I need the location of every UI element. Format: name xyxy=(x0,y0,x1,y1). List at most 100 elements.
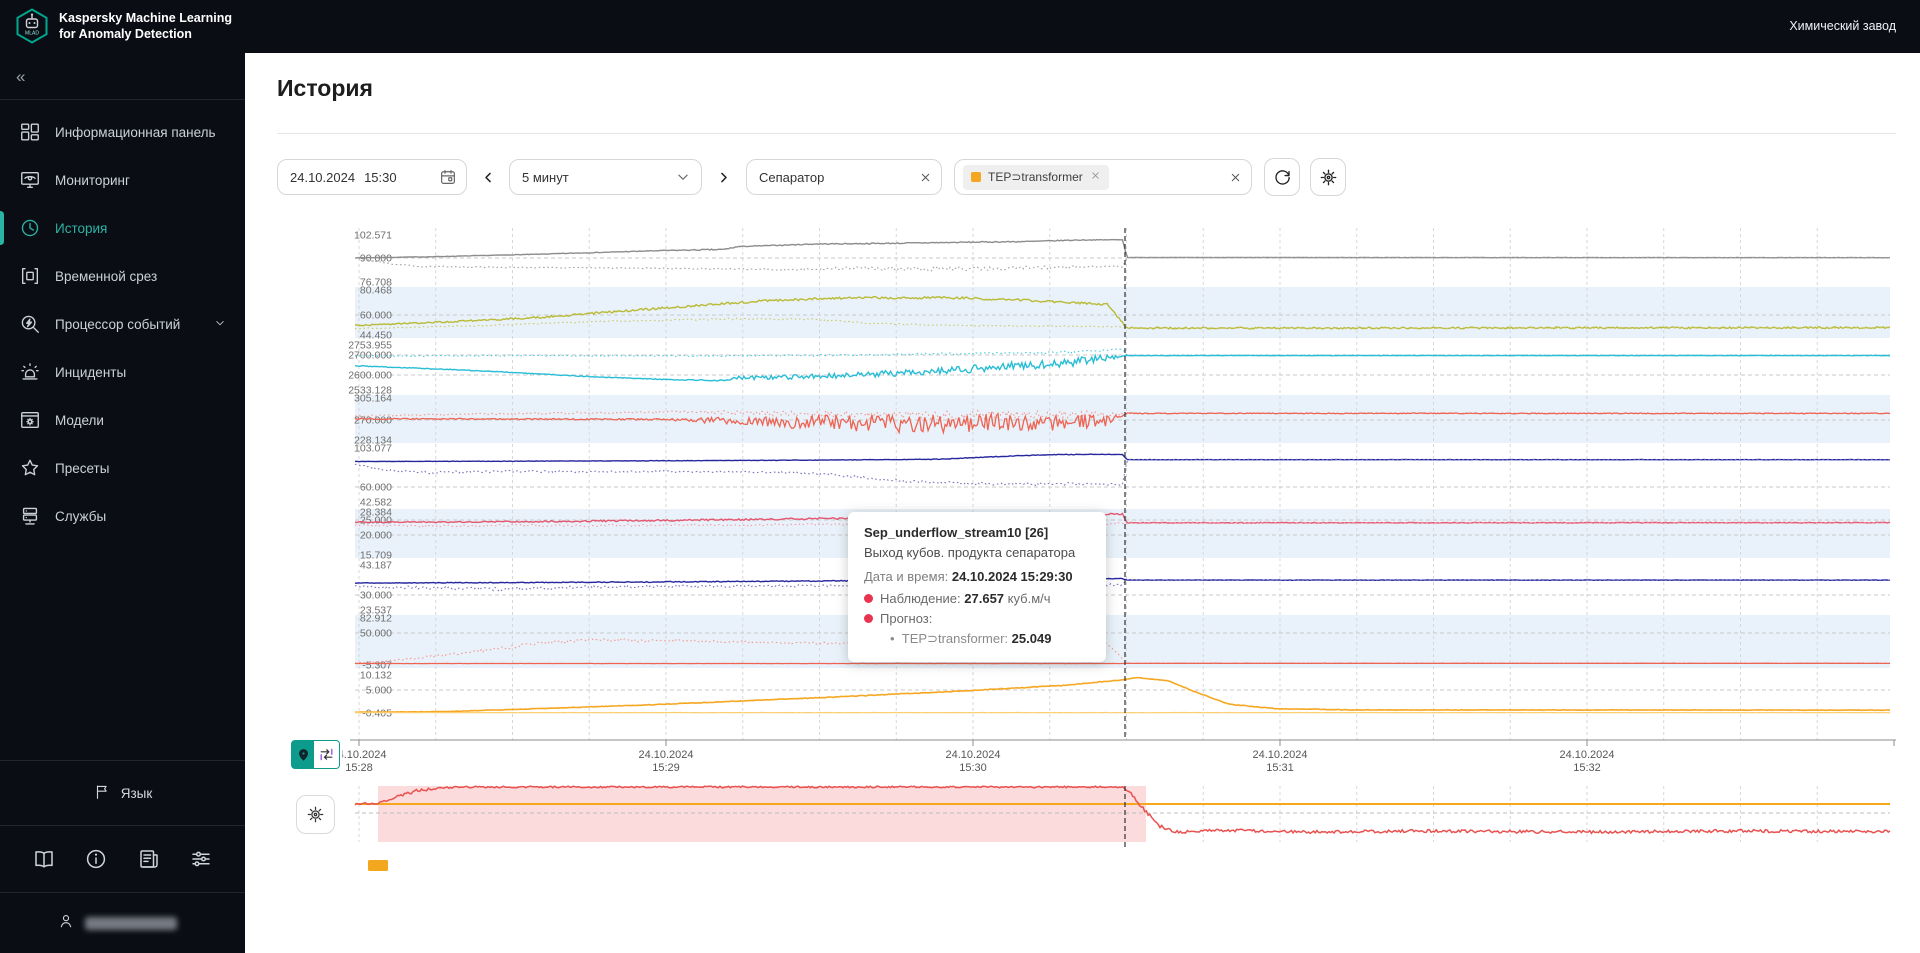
tooltip-datetime: Дата и время: 24.10.2024 15:29:30 xyxy=(864,569,1073,584)
chart-settings-button[interactable] xyxy=(1310,158,1346,196)
anomaly-settings-button[interactable] xyxy=(296,795,335,834)
incidents-icon xyxy=(19,361,41,383)
sidebar-item-label: Временной срез xyxy=(55,268,158,284)
y-tick-label: 10.132 xyxy=(360,670,392,682)
lane-band-7 xyxy=(355,615,1890,668)
chevron-down-icon xyxy=(213,316,227,333)
clear-equipment-icon[interactable] xyxy=(919,171,932,184)
scroll-to-cursor-icon[interactable] xyxy=(314,741,339,768)
monitoring-icon xyxy=(19,169,41,191)
sidebar-item-presets[interactable]: Пресеты xyxy=(0,444,245,492)
sidebar-item-label: Пресеты xyxy=(55,460,110,476)
y-tick-label: 2753.955 xyxy=(348,340,392,352)
sidebar: « Информационная панель Мониторинг История… xyxy=(0,53,245,953)
dashboard-icon xyxy=(19,121,41,143)
chart-tooltip: Sep_underflow_stream10 [26] Выход кубов.… xyxy=(848,512,1106,662)
sidebar-item-label: Информационная панель xyxy=(55,124,216,140)
history-chart[interactable]: 102.571 90.000 76.708 80.468 60.000 44.450 275… xyxy=(280,220,1920,890)
sidebar-item-monitoring[interactable]: Мониторинг xyxy=(0,156,245,204)
y-tick-label: 102.571 xyxy=(354,230,392,242)
clear-model-filter-icon[interactable] xyxy=(1229,171,1242,184)
services-icon xyxy=(19,505,41,527)
lane-band-3 xyxy=(355,395,1890,443)
y-tick-label: 60.000 xyxy=(360,310,392,322)
y-tick-label: 103.077 xyxy=(354,443,392,455)
y-tick-label: -0.405 xyxy=(362,708,392,720)
book-icon[interactable] xyxy=(32,847,56,871)
sidebar-item-time-slice[interactable]: Временной срез xyxy=(0,252,245,300)
datetime-picker[interactable]: 24.10.2024 15:30 xyxy=(277,159,467,195)
series-lane6-observed1 xyxy=(354,579,1890,592)
user-account[interactable] xyxy=(0,893,245,953)
mini-anomaly-series xyxy=(354,785,1891,835)
model-filter[interactable]: TEP⊃transformer xyxy=(954,159,1252,195)
x-tick-label: 24.10.2024 15:30 xyxy=(945,749,1000,774)
sidebar-item-services[interactable]: Службы xyxy=(0,492,245,540)
calendar-icon[interactable] xyxy=(439,168,457,186)
series-lane1-line0 xyxy=(354,295,1891,330)
refresh-button[interactable] xyxy=(1264,158,1300,196)
y-tick-label: 80.468 xyxy=(360,285,392,297)
equipment-filter[interactable]: Сепаратор xyxy=(746,159,942,195)
tooltip-sensor-name: Sep_underflow_stream10 [26] xyxy=(864,525,1049,540)
cursor-pin-control[interactable] xyxy=(291,740,340,769)
info-icon[interactable] xyxy=(84,847,108,871)
brand-title: Kaspersky Machine Learning for Anomaly D… xyxy=(59,11,232,41)
y-tick-label: 25.000 xyxy=(360,515,392,527)
series-lane0-line0 xyxy=(355,238,1891,259)
user-icon xyxy=(57,912,75,935)
series-dot-icon xyxy=(864,614,873,623)
interval-select[interactable]: 5 минут xyxy=(509,159,702,195)
y-tick-label: 270.000 xyxy=(354,415,392,427)
model-color-swatch xyxy=(971,172,981,182)
y-tick-label: 90.000 xyxy=(360,253,392,265)
language-button[interactable]: Язык xyxy=(0,761,245,825)
title-divider xyxy=(277,133,1896,134)
y-tick-label: 305.164 xyxy=(354,393,392,405)
sliders-icon[interactable] xyxy=(189,847,213,871)
sidebar-item-models[interactable]: Модели xyxy=(0,396,245,444)
sidebar-item-label: Мониторинг xyxy=(55,172,130,188)
y-tick-label: 43.187 xyxy=(360,560,392,572)
sidebar-item-dashboard[interactable]: Информационная панель xyxy=(0,108,245,156)
series-dot-icon xyxy=(864,594,873,603)
lane-band-5 xyxy=(355,509,1890,558)
tooltip-forecast-model: • TEP⊃transformer: 25.049 xyxy=(890,631,1052,646)
filter-bar: 24.10.2024 15:30 5 минут Сепаратор TEP⊃t… xyxy=(277,158,1346,196)
y-tick-label: 2533.128 xyxy=(348,385,392,397)
sidebar-footer-icons xyxy=(0,826,245,892)
sidebar-item-incidents[interactable]: Инциденты xyxy=(0,348,245,396)
series-lane3-observed0 xyxy=(354,408,1891,421)
models-icon xyxy=(19,409,41,431)
active-indicator xyxy=(0,211,4,245)
sidebar-collapse-button[interactable]: « xyxy=(16,67,26,86)
legend-model-swatch xyxy=(368,860,388,871)
journal-icon[interactable] xyxy=(137,847,161,871)
sidebar-divider xyxy=(0,825,245,826)
history-icon xyxy=(19,217,41,239)
tooltip-sensor-description: Выход кубов. продукта сепаратора xyxy=(864,545,1076,560)
event-processor-icon xyxy=(19,313,41,335)
x-tick-label: 24.10.2024 15:28 xyxy=(331,749,386,774)
y-tick-label: 15.709 xyxy=(360,550,392,562)
sidebar-nav: Информационная панель Мониторинг История Вр… xyxy=(0,100,245,540)
chevron-down-icon xyxy=(674,168,692,186)
model-chip[interactable]: TEP⊃transformer xyxy=(963,164,1109,190)
sidebar-item-event-processor[interactable]: Процессор событий xyxy=(0,300,245,348)
series-lane4-observed1 xyxy=(354,458,1891,487)
series-lane6-line0 xyxy=(354,577,1891,585)
map-pin-icon[interactable] xyxy=(292,741,314,768)
x-axis-labels: 24.10.2024 15:28 24.10.2024 15:29 24.10.2024… xyxy=(331,749,1615,774)
sidebar-item-history[interactable]: История xyxy=(0,204,245,252)
prev-interval-button[interactable] xyxy=(479,165,497,189)
y-tick-label: 30.000 xyxy=(360,590,392,602)
anomaly-region xyxy=(378,786,1146,842)
y-tick-label: 82.912 xyxy=(360,613,392,625)
next-interval-button[interactable] xyxy=(714,165,732,189)
remove-chip-icon[interactable] xyxy=(1090,170,1101,184)
sidebar-divider xyxy=(0,760,245,761)
flag-icon xyxy=(93,783,111,804)
y-tick-label: 44.450 xyxy=(360,330,392,342)
svg-text:MLAD: MLAD xyxy=(25,31,39,37)
